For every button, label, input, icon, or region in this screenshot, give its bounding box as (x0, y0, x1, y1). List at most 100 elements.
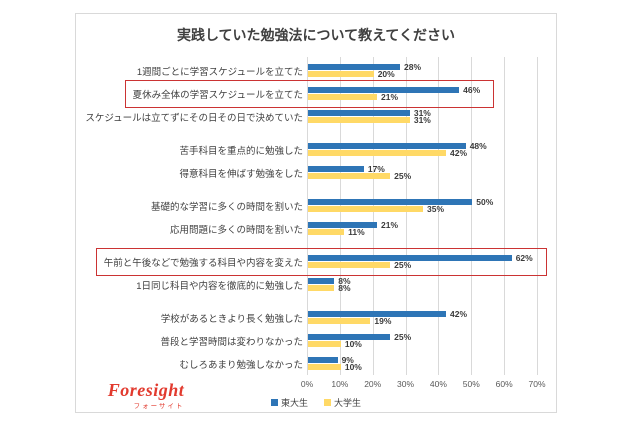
gridline-layer (307, 57, 539, 375)
bar-line: 19% (308, 316, 467, 326)
bar-line: 9% (308, 355, 362, 365)
value-label: 25% (394, 260, 412, 270)
category-label-text: 学校があるときより長く勉強した (160, 313, 303, 325)
bar-stack: 48% 42% (308, 141, 487, 158)
category-label: 普段と学習時間は変わりなかった (86, 334, 308, 348)
bar-line: 8% (308, 276, 351, 286)
chart-title: 実践していた勉強法について教えてください (176, 27, 456, 43)
bar-大学生 (308, 318, 371, 324)
x-tick-label: 60% (495, 379, 513, 389)
bar-東大生 (308, 166, 364, 172)
bar-stack: 9% 10% (308, 355, 362, 372)
bar-line: 28% (308, 62, 422, 72)
category-row: 学校があるときより長く勉強した 42% 19% (86, 306, 539, 329)
bar-大学生 (308, 173, 391, 179)
legend-label-daigaku: 大学生 (334, 398, 362, 408)
bar-line: 25% (308, 260, 533, 270)
x-tick-label: 40% (429, 379, 447, 389)
bar-大学生 (308, 285, 335, 291)
value-label: 31% (413, 108, 431, 118)
value-label: 20% (377, 69, 395, 79)
bar-stack: 50% 35% (308, 197, 494, 214)
bar-stack: 21% 11% (308, 220, 398, 237)
legend-item-todai: 東大生 (270, 396, 308, 409)
category-row: 基礎的な学習に多くの時間を割いた 50% 35% (86, 194, 539, 217)
value-label: 25% (394, 332, 412, 342)
x-tick-label: 20% (364, 379, 382, 389)
category-label-text: 1日同じ科目や内容を徹底的に勉強した (136, 280, 303, 292)
bar-line: 20% (308, 69, 421, 79)
value-label: 31% (413, 115, 431, 125)
bar-東大生 (308, 222, 377, 228)
category-row: むしろあまり勉強しなかった 9% 10% (86, 352, 539, 375)
value-label: 42% (450, 309, 468, 319)
bar-line: 42% (308, 309, 468, 319)
bar-大学生 (308, 364, 341, 370)
category-row: 普段と学習時間は変わりなかった 25% 10% (86, 329, 539, 352)
bar-東大生 (308, 64, 400, 70)
bar-stack: 28% 20% (308, 62, 422, 79)
category-label: むしろあまり勉強しなかった (86, 357, 308, 371)
category-row: 1日同じ科目や内容を徹底的に勉強した 8% 8% (86, 273, 539, 296)
category-label-text: 基礎的な学習に多くの時間を割いた (150, 201, 303, 213)
value-label: 46% (463, 85, 481, 95)
bar-東大生 (308, 110, 410, 116)
category-row: 夏休み全体の学習スケジュールを立てた 46% 21% (86, 79, 539, 108)
category-label: 午前と午後などで勉強する科目や内容を変えた (86, 255, 308, 269)
gridline (438, 57, 440, 375)
bar-line: 25% (308, 171, 411, 181)
legend-label-todai: 東大生 (280, 398, 308, 408)
value-label: 10% (344, 362, 362, 372)
x-tick-label: 70% (528, 379, 546, 389)
value-label: 48% (469, 141, 487, 151)
gridline (339, 57, 341, 375)
value-label: 8% (338, 276, 351, 286)
bar-大学生 (308, 94, 377, 100)
chart-panel: 実践していた勉強法について教えてください 1週間ごとに学習スケジュールを立てた 2… (75, 13, 557, 413)
x-axis-ticks: 0% 10% 20% 30% 40% 50% 60% 70% (301, 379, 546, 391)
value-label: 50% (476, 197, 494, 207)
bar-東大生 (308, 255, 512, 261)
bar-line: 31% (308, 115, 431, 125)
bar-大学生 (308, 206, 423, 212)
category-label: スケジュールは立てずにその日その日で決めていた (85, 110, 308, 124)
foresight-logo-katakana: フォーサイト (133, 403, 185, 410)
value-label: 19% (374, 316, 392, 326)
bar-大学生 (308, 262, 391, 268)
category-label-text: 午前と午後などで勉強する科目や内容を変えた (103, 257, 303, 269)
bar-line: 21% (308, 220, 398, 230)
category-label-text: 応用問題に多くの時間を割いた (169, 224, 303, 236)
value-label: 28% (404, 62, 422, 72)
foresight-logo-text: Foresight (107, 380, 185, 400)
bar-line: 10% (308, 339, 411, 349)
bar-line: 10% (308, 362, 362, 372)
category-row: 午前と午後などで勉強する科目や内容を変えた 62% 25% (86, 247, 547, 276)
legend-item-daigaku: 大学生 (324, 396, 361, 409)
category-label-text: むしろあまり勉強しなかった (179, 359, 303, 371)
bar-東大生 (308, 278, 335, 284)
category-label-text: 苦手科目を重点的に勉強した (179, 145, 303, 157)
bar-line: 35% (308, 204, 493, 214)
category-label-text: 夏休み全体の学習スケジュールを立てた (132, 89, 303, 101)
bar-line: 17% (308, 164, 411, 174)
bar-stack: 42% 19% (308, 309, 468, 326)
bar-stack: 46% 21% (308, 85, 481, 102)
value-label: 17% (367, 164, 385, 174)
bar-line: 11% (308, 227, 398, 237)
bar-line: 48% (308, 141, 487, 151)
bar-stack: 31% 31% (308, 108, 431, 125)
gridline (307, 57, 308, 375)
category-label: 応用問題に多くの時間を割いた (86, 222, 308, 236)
bar-line: 42% (308, 148, 487, 158)
gridline (537, 57, 538, 375)
bar-stack: 17% 25% (308, 164, 411, 181)
category-label: 夏休み全体の学習スケジュールを立てた (86, 87, 308, 101)
gridline (372, 57, 374, 375)
foresight-logo: Foresight フォーサイト (90, 381, 202, 410)
bar-大学生 (308, 341, 341, 347)
bar-line: 62% (308, 253, 533, 263)
value-label: 62% (515, 253, 533, 263)
gridline (504, 57, 506, 375)
x-tick-label: 0% (300, 379, 314, 389)
